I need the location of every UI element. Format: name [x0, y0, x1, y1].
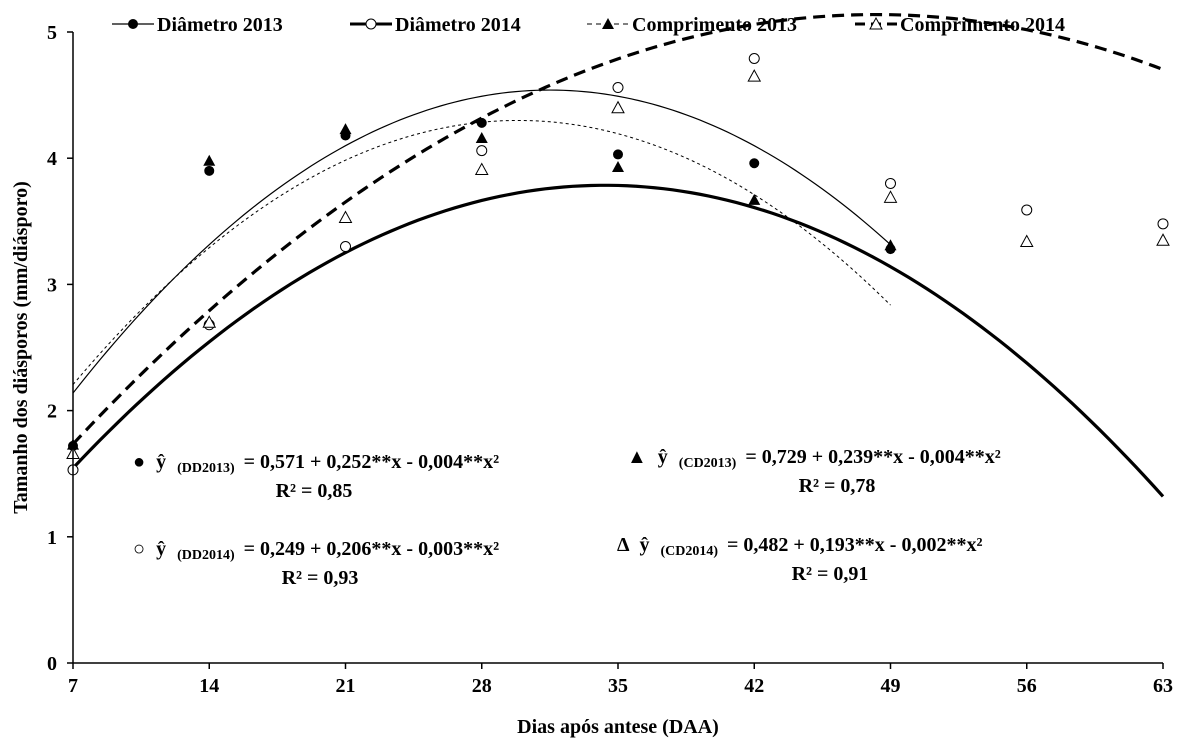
- x-tick-label: 7: [68, 675, 78, 697]
- data-point: [475, 132, 488, 144]
- x-tick-label: 21: [336, 675, 356, 697]
- y-tick-label: 1: [47, 527, 57, 549]
- data-point: [1157, 218, 1169, 230]
- data-point: [202, 315, 217, 328]
- svg-text:▲ ŷ (CD2013): ▲ ŷ (CD2013) = 0,729 + 0,239**x - 0,004*…: [627, 446, 1001, 472]
- legend-label: Diâmetro 2014: [395, 14, 521, 36]
- data-point: [612, 161, 624, 173]
- y-axis-title: Tamanho dos diásporos (mm/diásporo): [10, 181, 32, 514]
- data-point: [883, 190, 898, 203]
- equation-subscript: (CD2014): [660, 544, 718, 559]
- r2-text: R² = 0,85: [276, 480, 353, 502]
- x-tick-label: 56: [1017, 675, 1037, 697]
- y-tick-label: 2: [47, 401, 57, 423]
- legend-label: Diâmetro 2013: [157, 14, 283, 36]
- data-point: [474, 162, 489, 176]
- x-tick-label: 63: [1153, 675, 1173, 697]
- data-point: [340, 241, 351, 253]
- tick-labels: 7 14 21 28 35 42 49 56 63 0 1 2 3 4 5: [47, 22, 1173, 697]
- data-point: [884, 239, 897, 251]
- data-point: [338, 210, 353, 224]
- annotation-cd2013: ▲ ŷ (CD2013) = 0,729 + 0,239**x - 0,004*…: [627, 446, 1001, 497]
- data-point: [612, 82, 624, 94]
- equation-subscript: (DD2013): [177, 461, 235, 476]
- x-axis-title: Dias após antese (DAA): [517, 716, 719, 738]
- data-point: [476, 145, 488, 157]
- legend-marker-icon: [602, 18, 614, 29]
- equation-text: = 0,571 + 0,252**x - 0,004**x²: [244, 451, 499, 473]
- data-point: [1021, 204, 1033, 216]
- data-point: [1156, 233, 1170, 246]
- annotation-dd2013: ● ŷ (DD2013) = 0,571 + 0,252**x - 0,004*…: [133, 451, 499, 502]
- x-tick-label: 28: [472, 675, 492, 697]
- yhat-symbol: ŷ: [156, 451, 166, 473]
- equation-text: = 0,729 + 0,239**x - 0,004**x²: [745, 446, 1000, 468]
- legend: Diâmetro 2013 Diâmetro 2014 Comprimento 20…: [112, 14, 1065, 36]
- legend-label: Comprimento 2013: [632, 14, 797, 36]
- x-tick-label: 49: [881, 675, 901, 697]
- data-point: [476, 117, 487, 128]
- r2-text: R² = 0,93: [282, 567, 359, 589]
- fit-line-diâmetro-2014: [71, 183, 1165, 498]
- y-tick-label: 4: [47, 148, 57, 170]
- data-point: [748, 53, 760, 65]
- svg-text:Δ ŷ (CD2014): Δ ŷ (CD2014) = 0,482 + 0,193**x - 0,002*…: [617, 534, 982, 560]
- axes: [72, 32, 1163, 664]
- svg-text:○ ŷ (DD2014): ○ ŷ (DD2014) = 0,249 + 0,206**x - 0,003*…: [133, 538, 499, 564]
- yhat-symbol: ŷ: [658, 446, 668, 468]
- fit-line-diâmetro-2013: [72, 89, 891, 394]
- data-point: [339, 123, 352, 135]
- legend-marker-icon: [128, 19, 138, 29]
- r2-text: R² = 0,78: [799, 475, 876, 497]
- open-triangle-icon: Δ: [617, 534, 630, 556]
- data-point: [885, 177, 896, 189]
- fit-line-comprimento-2014: [71, 12, 1164, 446]
- r2-text: R² = 0,91: [792, 563, 869, 585]
- y-tick-label: 5: [47, 22, 57, 44]
- data-point: [611, 100, 625, 114]
- legend-marker-icon: [869, 16, 883, 30]
- data-point: [1019, 234, 1034, 247]
- equation-text: = 0,249 + 0,206**x - 0,003**x²: [244, 538, 499, 560]
- legend-marker-icon: [365, 18, 377, 30]
- yhat-symbol: ŷ: [639, 534, 649, 556]
- equation-text: = 0,482 + 0,193**x - 0,002**x²: [727, 534, 982, 556]
- data-point: [749, 158, 760, 169]
- data-point: [748, 193, 761, 205]
- fit-line-comprimento-2013: [72, 119, 891, 385]
- annotation-dd2014: ○ ŷ (DD2014) = 0,249 + 0,206**x - 0,003*…: [133, 538, 499, 589]
- data-point: [613, 149, 623, 160]
- equation-subscript: (DD2014): [177, 548, 235, 563]
- data-points: [66, 53, 1170, 476]
- open-circle-icon: ○: [133, 538, 145, 560]
- y-tick-label: 3: [47, 274, 57, 296]
- x-tick-label: 42: [744, 675, 764, 697]
- y-tick-label: 0: [47, 653, 57, 675]
- equation-subscript: (CD2013): [679, 456, 737, 471]
- data-point: [203, 154, 216, 166]
- annotation-cd2014: Δ ŷ (CD2014) = 0,482 + 0,193**x - 0,002*…: [617, 534, 982, 585]
- svg-text:● ŷ (DD2013): ● ŷ (DD2013) = 0,571 + 0,252**x - 0,004*…: [133, 451, 499, 477]
- x-tick-label: 35: [608, 675, 628, 697]
- data-point: [747, 69, 762, 82]
- data-point: [204, 165, 215, 176]
- fit-lines: [71, 12, 1165, 498]
- yhat-symbol: ŷ: [156, 538, 166, 560]
- x-tick-label: 14: [199, 675, 219, 697]
- filled-circle-icon: ●: [133, 451, 145, 473]
- filled-triangle-icon: ▲: [627, 446, 647, 468]
